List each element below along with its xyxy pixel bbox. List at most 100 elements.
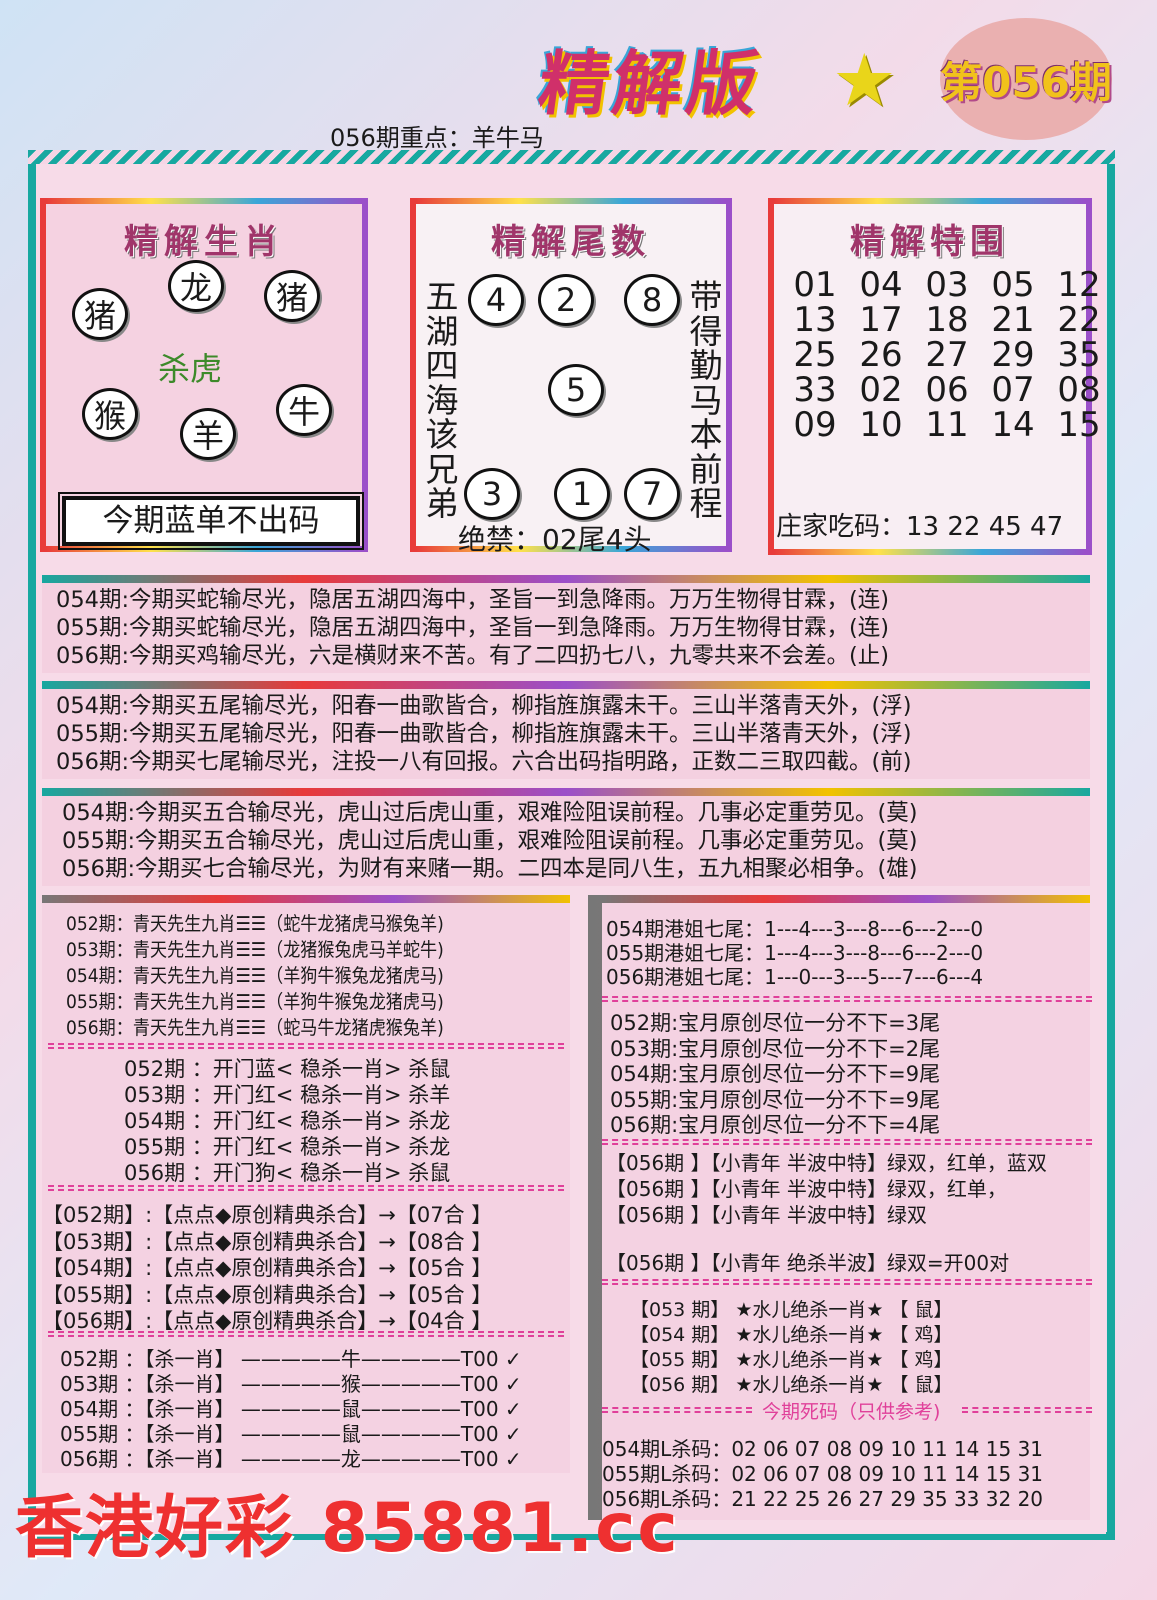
dashed-separator <box>48 1043 564 1049</box>
dashed-separator <box>48 1331 564 1337</box>
half-wave-line: 【056期 】【小青年 半波中特】绿双，红单，蓝双 <box>606 1151 1047 1175</box>
seven-tail-line: 055期港姐七尾：1---4---3---8---6---2---0 <box>606 941 984 965</box>
special-number: 26 <box>859 335 903 375</box>
zodiac-circle: 牛 <box>276 384 332 436</box>
special-number: 18 <box>925 300 969 340</box>
open-door-line: 053期 ：开门红< 稳杀一肖> 杀羊 <box>124 1083 451 1107</box>
poem-line: 054期:今期买五合输尽光，虎山过后虎山重，艰难险阻误前程。几事必定重劳见。(莫… <box>62 800 918 826</box>
issue-number: 第056期 <box>940 57 1112 107</box>
special-number: 04 <box>859 265 903 305</box>
baoyue-line: 052期:宝月原创尽位一分不下=3尾 <box>610 1011 941 1035</box>
right-verse: 带得勤马本前程 <box>689 277 723 523</box>
watermark: 香港好彩 85881.cc <box>15 1489 680 1568</box>
special-number: 11 <box>925 405 969 445</box>
special-number: 01 <box>793 265 837 305</box>
poem-line: 056期:今期买七合输尽光，为财有来赌一期。二四本是同八生，五九相聚必相争。(雄… <box>62 856 918 882</box>
star-icon: ★ <box>832 38 897 122</box>
special-number: 29 <box>991 335 1035 375</box>
kill-one-line: 054期 ：【杀一肖】 —————鼠—————T00 ✓ <box>60 1397 522 1421</box>
kill-one-line: 053期 ：【杀一肖】 —————猴—————T00 ✓ <box>60 1372 522 1396</box>
poem-line: 055期:今期买五尾输尽光，阳春一曲歌皆合，柳指旌旗露未干。三山半落青天外，(浮… <box>56 721 912 747</box>
combo-kill-line: 【056期】:【点点◆原创精典杀合】→【04合 】 <box>42 1309 493 1333</box>
poem-line: 054期:今期买蛇输尽光，隐居五湖四海中，圣旨一到急降雨。万万生物得甘霖，(连) <box>56 587 890 613</box>
wave-kill-line: 【056期 】【小青年 绝杀半波】绿双=开00对 <box>606 1251 1010 1275</box>
baoyue-line: 054期:宝月原创尽位一分不下=9尾 <box>610 1062 941 1086</box>
baoyue-line: 055期:宝月原创尽位一分不下=9尾 <box>610 1087 941 1112</box>
tail-circle: 3 <box>464 468 520 520</box>
special-number-grid: 01 04 03 05 12 13 17 18 21 22 25 26 27 29 35 33 02 06 07 08… <box>782 268 1112 443</box>
kill-one-line: 052期 ：【杀一肖】 —————牛—————T00 ✓ <box>60 1347 522 1371</box>
open-door-line: 054期 ：开门红< 稳杀一肖> 杀龙 <box>124 1109 451 1133</box>
special-panel: 精解特围 01 04 03 05 12 13 17 18 21 22 25 26 27 29 35 33 02 0… <box>768 198 1101 555</box>
combo-kill-line: 【053期】:【点点◆原创精典杀合】→【08合 】 <box>42 1229 493 1254</box>
poem-line: 056期:今期买七尾输尽光，注投一八有回报。六合出码指明路，正数二三取四截。(前… <box>56 749 912 775</box>
nine-zodiac-line: 053期：青天先生九肖☰☰（龙猪猴兔虎马羊蛇牛) <box>66 939 444 961</box>
poem-line: 055期:今期买五合输尽光，虎山过后虎山重，艰难险阻误前程。几事必定重劳见。(莫… <box>62 828 918 854</box>
open-door-line: 052期 ：开门蓝< 稳杀一肖> 杀鼠 <box>124 1057 451 1081</box>
logo-title: 精解版 <box>533 43 767 125</box>
zodiac-circle: 羊 <box>180 408 236 460</box>
special-number: 05 <box>991 265 1035 305</box>
special-number: 21 <box>991 300 1035 340</box>
poem-section-2: 054期:今期买五尾输尽光，阳春一曲歌皆合，柳指旌旗露未干。三山半落青天外，(浮… <box>42 681 1090 779</box>
tail-title: 精解尾数 <box>491 222 651 262</box>
seven-tail-line: 056期港姐七尾：1---0---3---5---7---6---4 <box>606 965 984 989</box>
dead-code-line: 054期L杀码：02 06 07 08 09 10 11 14 15 31 <box>602 1437 1044 1461</box>
poem-line: 056期:今期买鸡输尽光，六是横财来不苦。有了二四扔七八，九零共来不会差。(止) <box>56 643 890 669</box>
combo-kill-line: 【052期】:【点点◆原创精典杀合】→【07合 】 <box>42 1203 493 1227</box>
zodiac-circle: 猪 <box>72 288 128 340</box>
shuier-line: 【054 期】 ★水儿绝杀一肖★ 【 鸡】 <box>630 1324 953 1346</box>
special-number: 10 <box>859 405 903 445</box>
poem-line: 054期:今期买五尾输尽光，阳春一曲歌皆合，柳指旌旗露未干。三山半落青天外，(浮… <box>56 693 912 719</box>
poem-line: 055期:今期买蛇输尽光，隐居五湖四海中，圣旨一到急降雨。万万生物得甘霖，(连) <box>56 615 890 641</box>
special-title: 精解特围 <box>850 222 1010 262</box>
special-number: 22 <box>1057 300 1101 340</box>
combo-kill-line: 【055期】:【点点◆原创精典杀合】→【05合 】 <box>42 1282 493 1307</box>
left-lower-panel: 052期：青天先生九肖☰☰（蛇牛龙猪虎马猴兔羊) 053期：青天先生九肖☰☰（龙猪… <box>42 895 570 1473</box>
shuier-line: 【053 期】 ★水儿绝杀一肖★ 【 鼠】 <box>630 1299 953 1321</box>
combo-kill-line: 【054期】:【点点◆原创精典杀合】→【05合 】 <box>42 1256 493 1280</box>
special-number: 08 <box>1057 370 1101 410</box>
shuier-line: 【055 期】 ★水儿绝杀一肖★ 【 鸡】 <box>630 1349 953 1371</box>
zodiac-circle: 猴 <box>82 388 138 440</box>
special-number: 13 <box>793 300 837 340</box>
special-number: 15 <box>1057 405 1101 445</box>
special-number: 25 <box>793 335 837 375</box>
tail-circle: 7 <box>624 468 680 520</box>
poem-section-3: 054期:今期买五合输尽光，虎山过后虎山重，艰难险阻误前程。几事必定重劳见。(莫… <box>42 788 1090 886</box>
special-number: 06 <box>925 370 969 410</box>
kill-one-line: 055期 ：【杀一肖】 —————鼠—————T00 ✓ <box>60 1422 522 1446</box>
tail-circle: 2 <box>538 274 594 326</box>
main-frame <box>28 150 1115 1540</box>
ban-text: 绝禁：02尾4头 <box>458 523 652 556</box>
shuier-line: 【056 期】 ★水儿绝杀一肖★ 【 鼠】 <box>630 1374 953 1396</box>
nine-zodiac-line: 054期：青天先生九肖☰☰（羊狗牛猴兔龙猪虎马) <box>66 965 444 987</box>
special-number: 17 <box>859 300 903 340</box>
open-door-line: 055期 ：开门红< 稳杀一肖> 杀龙 <box>124 1135 451 1159</box>
special-number: 02 <box>859 370 903 410</box>
kill-one-line: 056期 ：【杀一肖】 —————龙—————T00 ✓ <box>60 1447 522 1471</box>
zodiac-title: 精解生肖 <box>124 222 284 262</box>
special-number: 12 <box>1057 265 1101 305</box>
special-number: 35 <box>1057 335 1101 375</box>
baoyue-line: 056期:宝月原创尽位一分不下=4尾 <box>610 1113 941 1137</box>
special-number: 07 <box>991 370 1035 410</box>
nine-zodiac-line: 056期：青天先生九肖☰☰（蛇马牛龙猪虎猴兔羊) <box>66 1017 444 1039</box>
nine-zodiac-line: 052期：青天先生九肖☰☰（蛇牛龙猪虎马猴兔羊) <box>66 913 444 935</box>
nine-zodiac-line: 055期：青天先生九肖☰☰（羊狗牛猴兔龙猪虎马) <box>66 991 444 1013</box>
poem-section-1: 054期:今期买蛇输尽光，隐居五湖四海中，圣旨一到急降雨。万万生物得甘霖，(连)… <box>42 575 1090 673</box>
dead-code-line: 055期L杀码：02 06 07 08 09 10 11 14 15 31 <box>602 1462 1044 1486</box>
dashed-separator <box>602 996 1092 1002</box>
blue-single-box: 今期蓝单不出码 <box>58 492 364 550</box>
issue-badge: 第056期 <box>940 18 1112 140</box>
dead-code-title: 今期死码（只供参考) <box>762 1401 941 1423</box>
dashed-separator <box>962 1407 1092 1413</box>
seven-tail-line: 054期港姐七尾：1---4---3---8---6---2---0 <box>606 917 984 941</box>
zigzag-border <box>28 150 1115 164</box>
open-door-line: 056期 ：开门狗< 稳杀一肖> 杀鼠 <box>124 1161 451 1185</box>
tail-circle: 5 <box>548 364 604 416</box>
special-number: 09 <box>793 405 837 445</box>
special-number: 03 <box>925 265 969 305</box>
right-lower-panel: 054期港姐七尾：1---4---3---8---6---2---0 055期港姐… <box>588 895 1092 1520</box>
